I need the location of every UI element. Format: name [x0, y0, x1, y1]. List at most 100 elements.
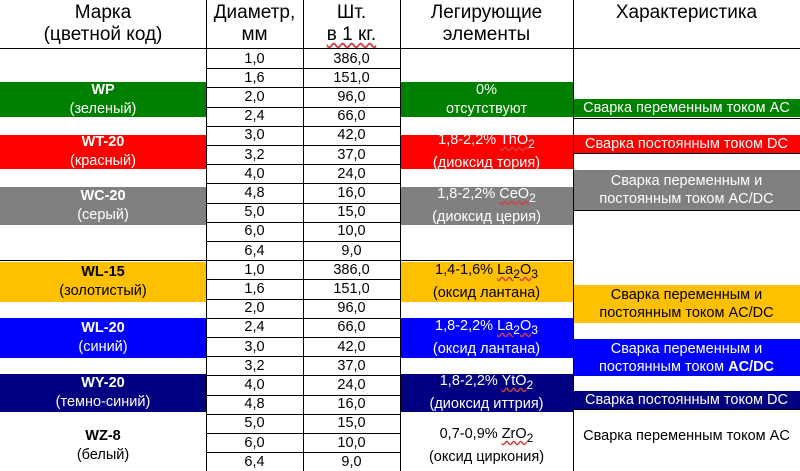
diameter-cell: 4,0 — [244, 165, 265, 182]
alloy-percent: 0% — [476, 81, 497, 98]
row-line — [206, 203, 400, 204]
count-cell: 15,0 — [337, 204, 366, 221]
alloy-percent: 1,8-2,2% ThO2 — [438, 132, 535, 151]
alloy-name: (диоксид иттрия) — [429, 395, 544, 412]
count-cell: 66,0 — [337, 108, 366, 125]
band-wt20-char — [573, 135, 800, 153]
grade-label: WZ-8 (белый) — [0, 425, 206, 467]
diameter-cell: 1,0 — [244, 261, 265, 278]
row-line — [206, 241, 400, 242]
alloy-percent: 1,4-1,6% La2O3 — [435, 262, 538, 281]
row-line — [206, 164, 400, 165]
count-cell: 9,0 — [341, 453, 362, 470]
char-wl15: Сварка переменным и постоянным током AC/D… — [599, 287, 774, 321]
char-wt20: Сварка постоянным током DC — [585, 136, 788, 152]
alloy-percent: 1,8-2,2% La2O3 — [435, 318, 538, 337]
diameter-cell: 4,8 — [244, 184, 265, 201]
count-cell: 24,0 — [337, 165, 366, 182]
grade-color-name: (красный) — [70, 153, 136, 169]
diameter-cell: 2,0 — [244, 88, 265, 105]
row-line — [206, 107, 400, 108]
diameter-cell: 2,4 — [244, 108, 265, 125]
alloy-label: 1,4-1,6% La2O3 (оксид лантана) — [400, 262, 573, 302]
diameter-cell: 5,0 — [244, 204, 265, 221]
header-characteristic: Характеристика — [615, 2, 758, 23]
count-cell: 37,0 — [337, 146, 366, 163]
band-wc20-alloy — [400, 187, 573, 225]
grade-color-name: (синий) — [78, 339, 128, 355]
grade-color-name: (белый) — [76, 447, 130, 463]
col-line-2 — [303, 0, 304, 471]
alloy-name: (диоксид тория) — [432, 154, 541, 171]
diameter-cell: 3,0 — [244, 127, 265, 144]
col-line-1 — [206, 0, 207, 471]
band-wc20-grade — [0, 187, 206, 225]
band-wl15-grade — [0, 262, 206, 302]
grade-code: WC-20 — [80, 188, 126, 204]
diameter-cell: 4,0 — [244, 376, 265, 393]
grade-label: WL-15 (золотистый) — [0, 262, 206, 302]
row-line — [206, 183, 400, 184]
count-cell: 42,0 — [337, 127, 366, 144]
count-cell: 9,0 — [341, 242, 362, 259]
count-cell: 10,0 — [337, 223, 366, 240]
grade-code: WL-15 — [81, 264, 125, 280]
band-wp-grade — [0, 82, 206, 117]
row-line — [206, 87, 400, 88]
count-cell: 96,0 — [337, 300, 366, 317]
char-wz8: Сварка переменным током AC — [583, 428, 790, 444]
grade-label: WP (зеленый) — [0, 82, 206, 117]
count-cell: 151,0 — [333, 280, 370, 297]
diameter-cell: 6,4 — [244, 242, 265, 259]
alloy-label: 0,7-0,9% ZrO2 (оксид циркония) — [400, 425, 573, 467]
char-sep-3 — [573, 210, 800, 211]
row-line — [206, 126, 400, 127]
count-cell: 16,0 — [337, 184, 366, 201]
band-wy20-char — [573, 391, 800, 409]
row-line — [206, 68, 400, 69]
alloy-name: (оксид лантана) — [432, 340, 541, 357]
band-wy20-alloy — [400, 374, 573, 412]
grade-color-name: (темно-синий) — [55, 394, 151, 410]
grade-code: WZ-8 — [85, 428, 121, 444]
grade-code: WT-20 — [81, 134, 125, 150]
count-cell: 15,0 — [337, 415, 366, 432]
alloy-name: (диоксид церия) — [432, 208, 541, 225]
grade-color-name: (зеленый) — [69, 100, 137, 117]
grade-label: WL-20 (синий) — [0, 318, 206, 358]
alloy-label: 1,8-2,2% YtO2 (диоксид иттрия) — [400, 373, 573, 412]
row-line — [206, 414, 400, 415]
row-line — [206, 299, 400, 300]
band-wp-char — [573, 99, 800, 117]
alloy-label: 1,8-2,2% ThO2 (диоксид тория) — [400, 132, 573, 171]
char-sep-2 — [573, 153, 800, 154]
count-cell: 42,0 — [337, 338, 366, 355]
diameter-cell: 1,6 — [244, 280, 265, 297]
header-grade: Марка (цветной код) — [43, 2, 163, 45]
char-sep-4 — [573, 409, 800, 410]
diameter-cell: 5,0 — [244, 415, 265, 432]
band-wl20-char — [573, 339, 800, 376]
alloy-percent: 1,8-2,2% YtO2 — [439, 373, 534, 392]
band-wt20-grade — [0, 135, 206, 169]
header-bottom-line — [0, 48, 800, 49]
count-cell: 16,0 — [337, 396, 366, 413]
band-wy20-grade — [0, 374, 206, 412]
char-wp: Сварка переменным током AC — [583, 100, 790, 116]
alloy-percent: 0,7-0,9% ZrO2 — [439, 426, 534, 445]
row-line — [206, 356, 400, 357]
count-cell: 66,0 — [337, 319, 366, 336]
alloy-label: 1,8-2,2% CeO2 (диоксид церия) — [400, 186, 573, 225]
char-wl20: Сварка переменным и постоянным током AC/… — [598, 340, 775, 375]
alloy-label: 1,8-2,2% La2O3 (оксид лантана) — [400, 318, 573, 358]
row-line — [206, 375, 400, 376]
row-line — [206, 452, 400, 453]
grade-color-name: (золотистый) — [59, 283, 147, 299]
grade-code: WL-20 — [81, 320, 125, 336]
grade-label: WY-20 (темно-синий) — [0, 374, 206, 412]
band-wp-alloy — [400, 82, 573, 117]
header-count: Шт. в 1 кг. — [326, 2, 377, 45]
row-line — [206, 395, 400, 396]
count-cell: 386,0 — [333, 261, 370, 278]
char-wy20: Сварка постоянным током DC — [585, 392, 788, 408]
